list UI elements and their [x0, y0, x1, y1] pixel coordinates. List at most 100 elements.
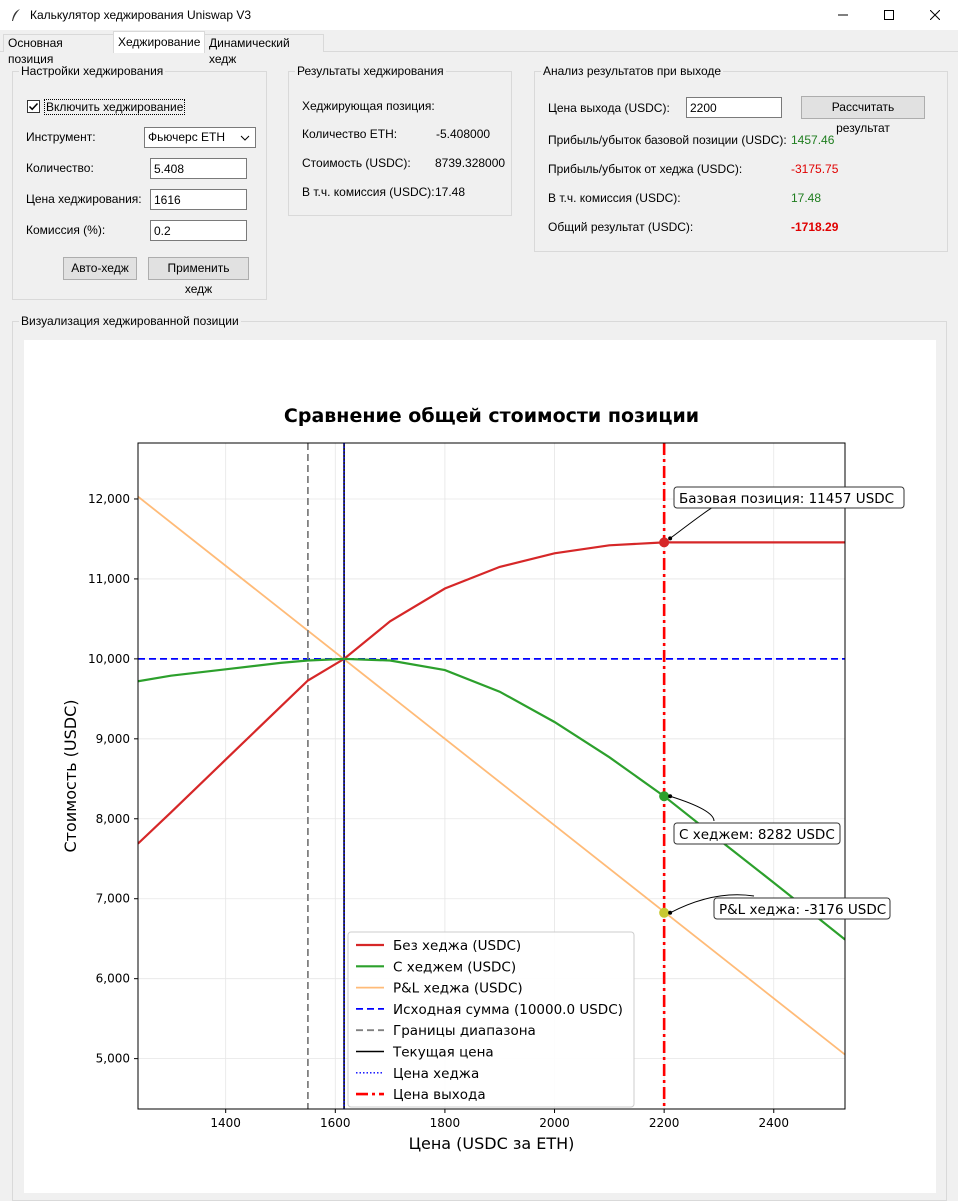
plot-frame	[137, 442, 846, 1110]
y-tick-label: 8,000	[96, 812, 130, 826]
eth-qty-label: Количество ETH:	[302, 127, 398, 141]
y-tick-label: 11,000	[88, 572, 130, 586]
hedge-pnl-line	[138, 495, 845, 1056]
x-tick-label: 1600	[320, 1116, 351, 1130]
tab-base-position[interactable]: Основная позиция	[3, 34, 114, 66]
x-tick-label: 2200	[649, 1116, 680, 1130]
annotation-arrow	[669, 506, 715, 539]
checkmark-icon	[28, 102, 39, 111]
hedge-price-label: Цена хеджирования:	[26, 192, 142, 206]
y-tick-label: 5,000	[96, 1052, 130, 1066]
results-commission-label: В т.ч. комиссия (USDC):	[302, 185, 435, 199]
annotation-label: С хеджем: 8282 USDC	[679, 827, 835, 843]
visualization-title: Визуализация хеджированной позиции	[19, 314, 241, 328]
base-position-annotation: Базовая позиция: 11457 USDC	[668, 486, 905, 541]
feather-icon	[8, 7, 24, 23]
legend-entry: Границы диапазона	[393, 1023, 536, 1039]
maximize-button[interactable]	[866, 0, 912, 30]
tab-dynamic-hedge[interactable]: Динамический хедж	[204, 34, 324, 66]
quantity-input[interactable]	[150, 158, 247, 179]
with-hedge-annotation: С хеджем: 8282 USDC	[668, 794, 841, 845]
minimize-icon	[838, 14, 848, 16]
annotation-box	[713, 897, 891, 920]
x-axis-label: Цена (USDC за ETH)	[409, 1134, 575, 1153]
total-result-value: -1718.29	[791, 220, 839, 234]
annotation-arrow	[669, 795, 715, 822]
tab-hedging[interactable]: Хеджирование	[113, 31, 205, 53]
apply-hedge-button[interactable]: Применить хедж	[148, 257, 249, 296]
x-tick-label: 1800	[430, 1116, 461, 1130]
hedge-settings-group: Настройки хеджирования Включить хеджиров…	[12, 64, 267, 300]
auto-hedge-button[interactable]: Авто-хедж	[63, 257, 137, 280]
annotation-arrow-head	[668, 910, 673, 915]
cost-value: 8739.328000	[435, 156, 506, 170]
hedge-settings-title: Настройки хеджирования	[19, 64, 166, 78]
hedge-pnl-value: -3175.75	[791, 162, 839, 176]
instrument-label: Инструмент:	[26, 130, 96, 144]
chart-canvas: 1400 1600 1800 2000 2200 2400 5,000 6,000 7,000 8…	[24, 340, 936, 1193]
no-hedge-line	[138, 541, 845, 845]
annotation-label: Базовая позиция: 11457 USDC	[679, 491, 894, 507]
instrument-value: Фьючерс ETH	[148, 130, 226, 144]
annotation-arrow-head	[668, 794, 673, 799]
annotation-box	[673, 486, 905, 509]
hedge-pnl-annotation: P&L хеджа: -3176 USDC	[668, 894, 891, 920]
exit-price-input[interactable]	[686, 97, 782, 118]
annotation-arrow-head	[668, 536, 673, 541]
exit-analysis-title: Анализ результатов при выходе	[541, 64, 724, 78]
enable-hedge-checkbox[interactable]	[27, 100, 40, 113]
cost-label: Стоимость (USDC):	[302, 156, 411, 170]
chart-title: Сравнение общей стоимости позиции	[284, 405, 699, 427]
base-pnl-label: Прибыль/убыток базовой позиции (USDC):	[548, 133, 787, 147]
total-result-label: Общий результат (USDC):	[548, 220, 694, 234]
exit-price-label: Цена выхода (USDC):	[548, 101, 670, 115]
chevron-down-icon	[238, 128, 252, 147]
hedge-pnl-label: Прибыль/убыток от хеджа (USDC):	[548, 162, 743, 176]
annotation-label: P&L хеджа: -3176 USDC	[719, 902, 886, 918]
close-button[interactable]	[912, 0, 958, 30]
y-tick-label: 9,000	[96, 732, 130, 746]
annotation-arrow	[669, 894, 755, 914]
y-axis-label: Стоимость (USDC)	[61, 699, 80, 852]
base-position-point	[659, 537, 670, 548]
title-bar: Калькулятор хеджирования Uniswap V3	[0, 0, 958, 30]
legend-entry: Исходная сумма (10000.0 USDC)	[393, 1002, 623, 1018]
with-hedge-point	[659, 791, 670, 802]
hedge-results-title: Результаты хеджирования	[295, 64, 446, 78]
legend-entry: Текущая цена	[392, 1045, 494, 1061]
enable-hedge-label[interactable]: Включить хеджирование	[44, 99, 186, 115]
exit-commission-value: 17.48	[791, 191, 822, 205]
hedge-chart: 1400 1600 1800 2000 2200 2400 5,000 6,000 7,000 8…	[61, 405, 905, 1153]
commission-input[interactable]	[150, 220, 247, 241]
calculate-result-button[interactable]: Рассчитать результат	[801, 96, 925, 135]
x-tick-label: 2400	[758, 1116, 789, 1130]
exit-analysis-group: Анализ результатов при выходе Цена выход…	[534, 64, 948, 252]
instrument-select[interactable]: Фьючерс ETH	[144, 127, 256, 148]
maximize-icon	[884, 10, 894, 20]
exit-commission-label: В т.ч. комиссия (USDC):	[548, 191, 681, 205]
annotation-box	[673, 822, 841, 845]
hedge-results-group: Результаты хеджирования Хеджирующая пози…	[288, 64, 512, 216]
y-tick-label: 6,000	[96, 972, 130, 986]
commission-label: Комиссия (%):	[26, 223, 106, 237]
y-tick-label: 10,000	[88, 652, 130, 666]
eth-qty-value: -5.408000	[436, 127, 491, 141]
legend-entry: С хеджем (USDC)	[393, 959, 516, 975]
legend-entry: Цена выхода	[393, 1087, 486, 1103]
window-title: Калькулятор хеджирования Uniswap V3	[30, 8, 252, 22]
results-commission-value: 17.48	[435, 185, 466, 199]
tab-bar: Основная позиция Хеджирование Динамическ…	[0, 30, 958, 66]
legend-entry: Без хеджа (USDC)	[393, 938, 521, 954]
minimize-button[interactable]	[820, 0, 866, 30]
legend-entry: Цена хеджа	[393, 1066, 479, 1082]
hedge-price-input[interactable]	[150, 189, 247, 210]
y-tick-label: 7,000	[96, 892, 130, 906]
hedge-pnl-point	[659, 907, 670, 918]
hedge-position-label: Хеджирующая позиция:	[302, 99, 435, 113]
base-pnl-value: 1457.46	[791, 133, 835, 147]
legend-entry: P&L хеджа (USDC)	[393, 981, 523, 997]
x-tick-label: 2000	[539, 1116, 570, 1130]
x-tick-label: 1400	[210, 1116, 241, 1130]
with-hedge-line	[138, 657, 845, 941]
legend-box	[347, 931, 635, 1108]
